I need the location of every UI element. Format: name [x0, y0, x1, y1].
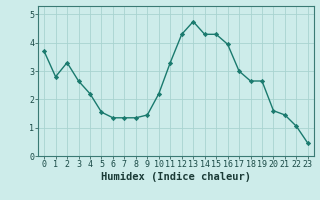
X-axis label: Humidex (Indice chaleur): Humidex (Indice chaleur)	[101, 172, 251, 182]
